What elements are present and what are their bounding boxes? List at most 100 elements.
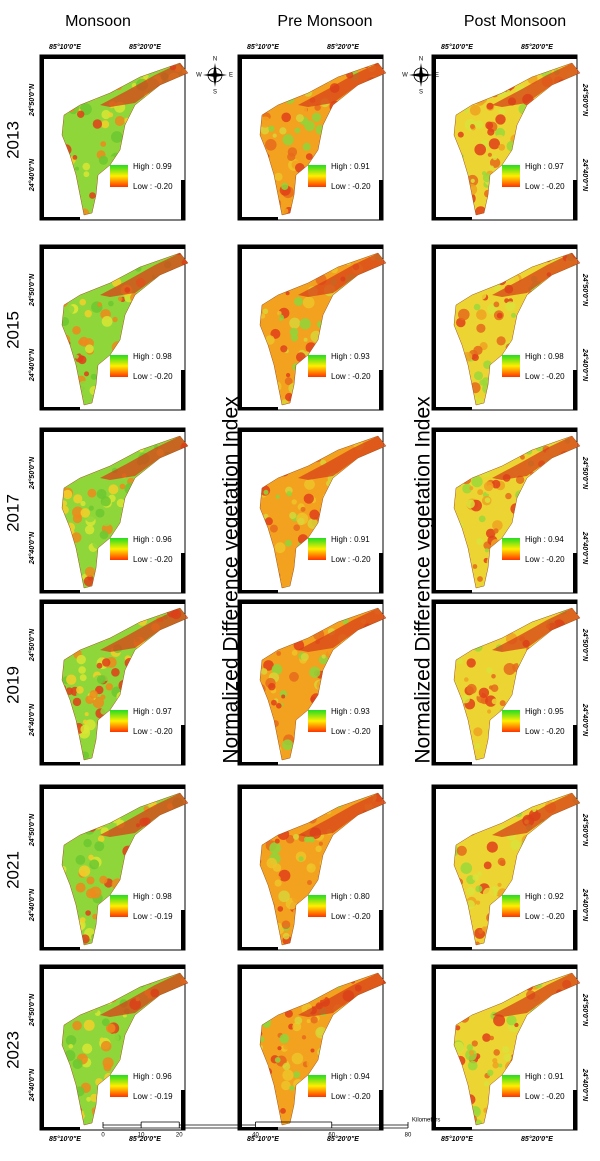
frame-bar xyxy=(238,600,383,604)
frame-bar xyxy=(238,245,242,410)
ndvi-patch xyxy=(510,840,520,850)
latitude-label: 24°50'0"N xyxy=(28,83,36,117)
ndvi-patch xyxy=(81,508,91,518)
ndvi-patch xyxy=(96,509,105,518)
frame-bar xyxy=(181,370,185,410)
ndvi-patch xyxy=(309,667,320,678)
frame-bar xyxy=(40,965,44,1130)
scale-unit: Kilometers xyxy=(412,1118,440,1124)
ndvi-patch xyxy=(275,714,280,719)
ndvi-patch xyxy=(111,131,123,143)
scale-label: 0 xyxy=(101,1133,105,1139)
ndvi-patch xyxy=(108,301,114,307)
scale-label: 10 xyxy=(138,1133,145,1139)
ndvi-patch xyxy=(493,1049,500,1056)
ndvi-patch xyxy=(82,1044,92,1054)
ndvi-patch xyxy=(78,666,86,674)
ndvi-patch xyxy=(102,316,113,327)
frame-bar xyxy=(432,217,472,220)
ndvi-patch xyxy=(187,827,192,832)
longitude-label: 85°10'0"E xyxy=(441,43,473,51)
ndvi-patch xyxy=(476,324,485,333)
ndvi-patch xyxy=(304,494,314,504)
compass: NSEW xyxy=(196,57,233,96)
legend-ramp xyxy=(502,355,520,377)
legend-low: Low : -0.20 xyxy=(133,727,173,736)
frame-bar xyxy=(238,1127,278,1130)
ndvi-patch xyxy=(280,345,287,352)
ndvi-patch xyxy=(69,1044,74,1049)
ndvi-patch xyxy=(301,653,309,661)
ndvi-patch xyxy=(308,1028,314,1034)
ndvi-patch xyxy=(304,479,315,490)
scale-label: 60 xyxy=(328,1133,335,1139)
ndvi-patch xyxy=(283,134,294,145)
ndvi-patch xyxy=(477,576,483,582)
ndvi-patch xyxy=(111,668,120,677)
ndvi-patch xyxy=(507,513,513,519)
latitude-label: 24°50'0"N xyxy=(581,273,589,307)
ndvi-patch xyxy=(319,842,323,846)
legend-high: High : 0.92 xyxy=(525,892,564,901)
ndvi-patch xyxy=(292,1053,304,1065)
ndvi-patch xyxy=(284,649,290,655)
frame-bar xyxy=(40,428,185,432)
ndvi-patch xyxy=(476,901,480,905)
legend-ramp xyxy=(308,1075,326,1097)
ndvi-patch xyxy=(87,877,95,885)
ndvi-patch xyxy=(501,675,509,683)
frame-bar xyxy=(238,785,383,789)
ndvi-patch xyxy=(384,662,390,668)
map-panel: High : 0.91Low : -0.20 xyxy=(238,55,391,221)
ndvi-patch xyxy=(492,699,498,705)
legend-high: High : 0.99 xyxy=(133,162,172,171)
ndvi-patch xyxy=(299,856,304,861)
ndvi-patch xyxy=(487,842,498,853)
ndvi-patch xyxy=(469,486,473,490)
legend-ramp xyxy=(308,710,326,732)
frame-bar xyxy=(238,947,278,950)
frame-bar xyxy=(238,55,242,220)
ndvi-patch xyxy=(108,112,113,117)
ndvi-patch xyxy=(498,858,506,866)
ndvi-patch xyxy=(473,346,482,355)
frame-bar xyxy=(432,965,577,969)
ndvi-patch xyxy=(383,639,392,648)
ndvi-patch xyxy=(475,743,481,749)
ndvi-patch xyxy=(115,116,125,126)
frame-bar xyxy=(432,947,472,950)
ndvi-patch xyxy=(306,863,315,872)
legend-low: Low : -0.19 xyxy=(133,1092,173,1101)
frame-bar xyxy=(432,785,436,950)
year-label: 2017 xyxy=(3,494,22,532)
frame-bar xyxy=(432,55,436,220)
legend-low: Low : -0.20 xyxy=(525,182,565,191)
ndvi-patch xyxy=(76,883,86,893)
latitude-label: 24°40'0"N xyxy=(581,348,589,382)
ndvi-patch xyxy=(83,163,91,171)
map-panel: High : 0.98Low : -0.20 xyxy=(432,245,586,411)
ndvi-patch xyxy=(499,326,506,333)
ndvi-patch xyxy=(268,1043,273,1048)
ndvi-patch xyxy=(474,304,481,311)
longitude-label: 85°20'0"E xyxy=(129,43,161,51)
frame-bar xyxy=(432,245,577,249)
map-panel: High : 0.91Low : -0.20 xyxy=(238,428,392,594)
frame-bar xyxy=(238,407,278,410)
ndvi-patch xyxy=(102,1018,110,1026)
ndvi-patch xyxy=(293,1071,300,1078)
compass-n: N xyxy=(213,57,217,63)
ndvi-patch xyxy=(275,839,280,844)
legend-high: High : 0.98 xyxy=(133,352,172,361)
ndvi-patch xyxy=(187,839,191,843)
latitude-label: 24°40'0"N xyxy=(28,158,36,192)
ndvi-patch xyxy=(68,122,73,127)
ndvi-patch xyxy=(275,1057,281,1063)
ndvi-patch xyxy=(267,858,278,869)
ndvi-patch xyxy=(185,870,193,878)
ndvi-patch xyxy=(275,315,280,320)
ndvi-patch xyxy=(265,139,277,151)
map-panel: High : 0.96Low : -0.20 xyxy=(40,428,193,594)
legend-low: Low : -0.20 xyxy=(331,182,371,191)
frame-bar xyxy=(432,245,436,410)
